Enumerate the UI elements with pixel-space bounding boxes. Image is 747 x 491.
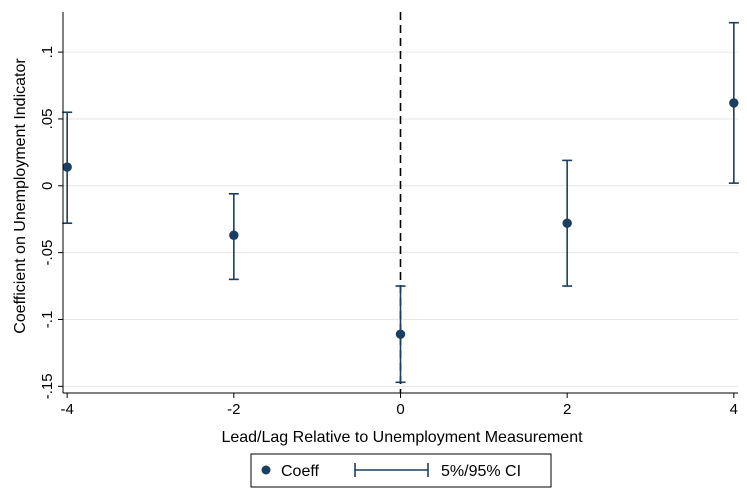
x-tick-label: -2 <box>227 401 240 418</box>
x-tick-label: 2 <box>563 401 571 418</box>
y-ticks: -.15 -.1 -.05 0 .05 .1 <box>39 46 63 399</box>
y-tick-label: -.1 <box>39 311 56 329</box>
x-tick-label: 4 <box>730 401 738 418</box>
x-tick-label: -4 <box>60 401 73 418</box>
coeff-point <box>562 218 572 228</box>
x-tick-label: 0 <box>396 401 404 418</box>
legend-ci-label: 5%/95% CI <box>441 463 521 480</box>
y-tick-label: 0 <box>39 182 56 190</box>
x-ticks: -4 -2 0 2 4 <box>60 393 738 418</box>
x-axis-label: Lead/Lag Relative to Unemployment Measur… <box>221 429 583 446</box>
y-tick-label: -.15 <box>39 373 56 399</box>
y-axis-label: Coefficient on Unemployment Indicator <box>12 58 29 334</box>
y-tick-label: .1 <box>39 46 56 59</box>
coeff-series <box>62 98 739 339</box>
y-tick-label: -.05 <box>39 240 56 266</box>
legend-coeff-marker <box>261 465 271 475</box>
coeff-point <box>395 329 406 339</box>
legend-coeff-label: Coeff <box>281 463 320 480</box>
coeff-point <box>229 230 239 240</box>
legend: Coeff 5%/95% CI <box>250 453 552 488</box>
coeff-point <box>729 98 739 108</box>
y-tick-label: .05 <box>39 109 56 130</box>
coeff-point <box>62 162 72 172</box>
